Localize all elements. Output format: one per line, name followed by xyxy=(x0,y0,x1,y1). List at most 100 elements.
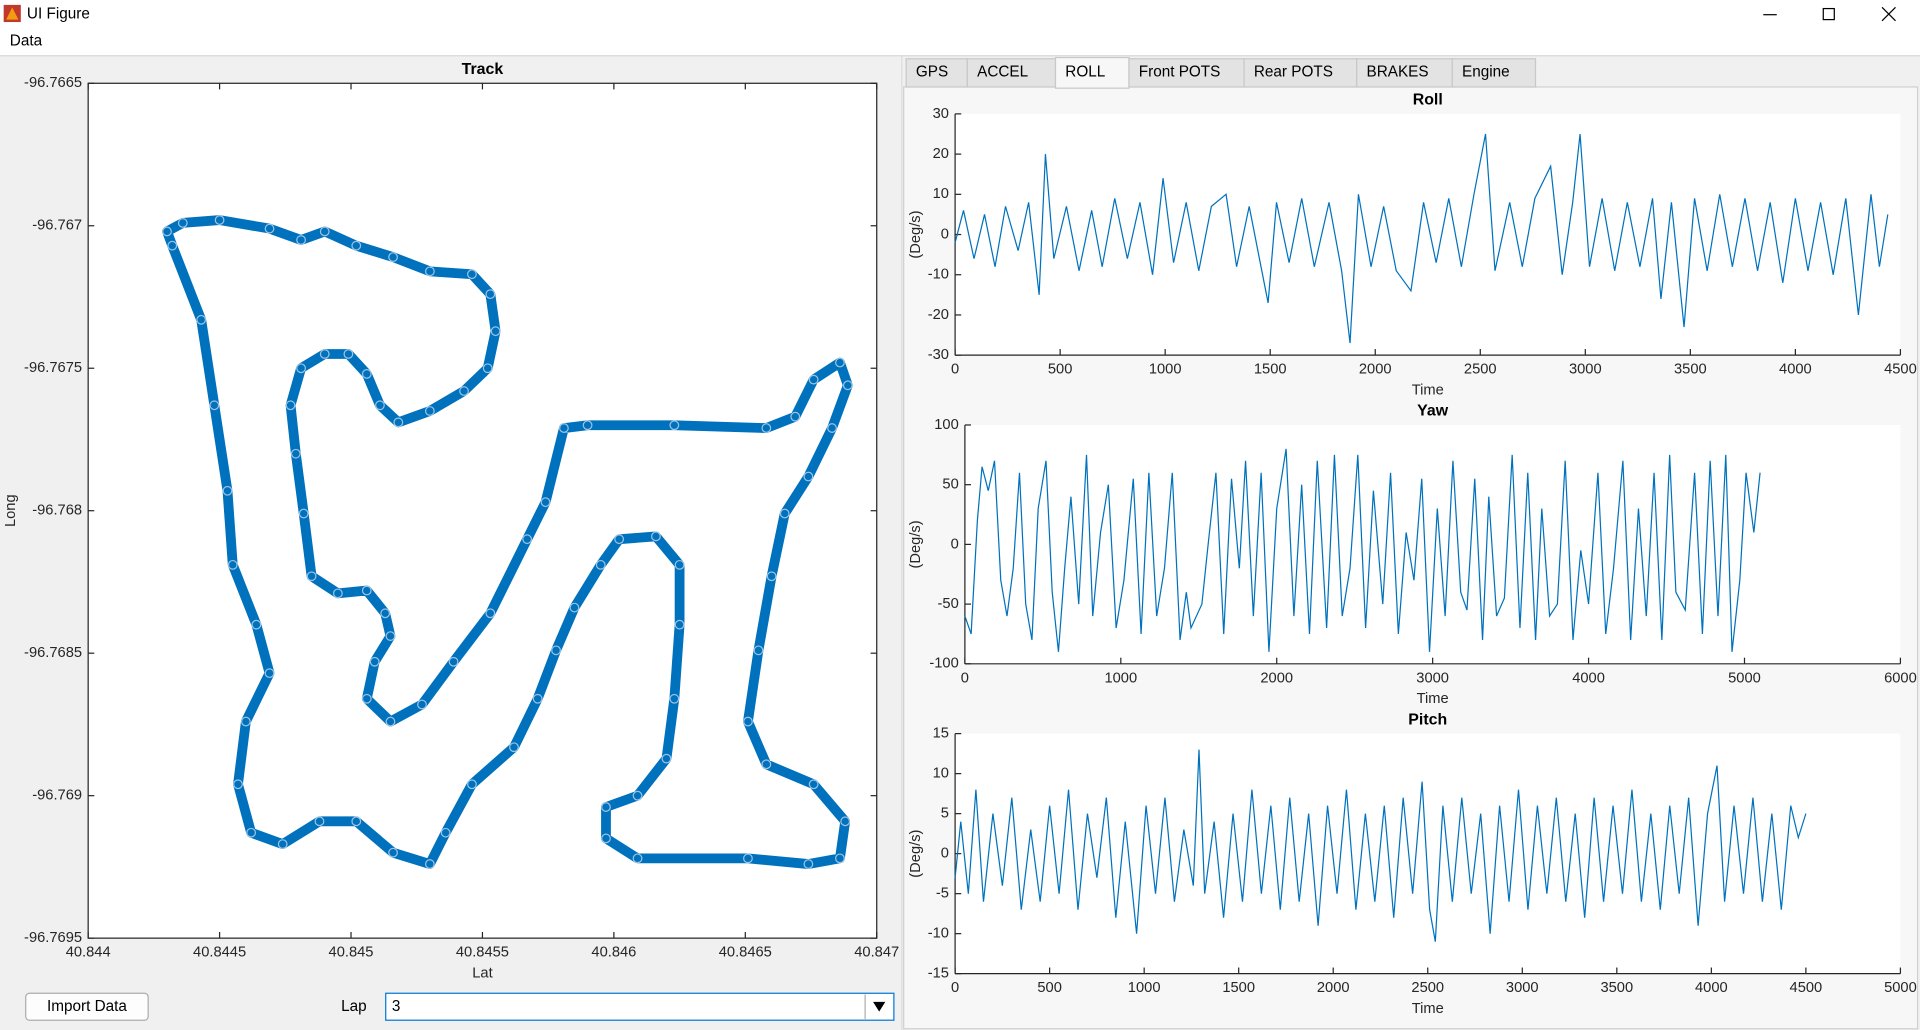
track-point xyxy=(296,235,306,245)
menu-item[interactable]: Data xyxy=(10,33,43,50)
tab-label[interactable]: ROLL xyxy=(1065,63,1105,80)
axes-box xyxy=(87,82,878,939)
y-tick-label: 0 xyxy=(951,536,959,552)
track-point xyxy=(440,827,451,838)
title-bar xyxy=(0,0,1920,29)
track-point xyxy=(551,645,561,656)
track-point xyxy=(222,485,233,496)
x-axis-label: Time xyxy=(1412,383,1444,399)
x-tick-label: 40.844 xyxy=(66,945,111,961)
track-point xyxy=(842,380,853,391)
track-point xyxy=(803,859,814,869)
lap-value[interactable]: 3 xyxy=(392,998,401,1015)
y-tick-label: 10 xyxy=(933,186,949,202)
tab-label[interactable]: Engine xyxy=(1462,63,1510,80)
plot-area xyxy=(955,113,1901,356)
track-point xyxy=(509,742,519,753)
dropdown-arrow[interactable] xyxy=(873,1001,886,1012)
track-point xyxy=(803,471,814,482)
close-button[interactable] xyxy=(1881,6,1896,22)
y-axis-label: Long xyxy=(3,494,19,527)
track-point xyxy=(264,668,275,679)
y-axis-label: (Deg/s) xyxy=(908,830,924,878)
track-point xyxy=(490,326,501,337)
x-tick-label: 40.8465 xyxy=(719,945,772,961)
x-tick-label: 0 xyxy=(951,980,959,996)
track-point xyxy=(661,753,672,764)
x-tick-label: 0 xyxy=(961,670,969,686)
plot-area xyxy=(88,83,877,939)
tab[interactable] xyxy=(1356,58,1453,88)
track-point xyxy=(375,400,385,411)
tab-group: GPS ACCEL ROLL Front POTS Rear POTS BRAKES Eng… xyxy=(905,56,1537,89)
track-point xyxy=(601,833,611,844)
y-tick-label: 20 xyxy=(933,146,949,162)
track-point xyxy=(835,357,845,368)
tab-label[interactable]: BRAKES xyxy=(1367,63,1429,80)
track-point xyxy=(214,215,225,225)
plots: Track Lat Long 40.844 40.8445 40.845 40.8455 40… xyxy=(3,61,1917,1017)
y-tick-label: -96.767 xyxy=(32,218,82,234)
track-point xyxy=(424,266,435,277)
y-tick-label: 50 xyxy=(942,477,958,493)
track-point xyxy=(209,400,220,411)
x-tick-label: 1500 xyxy=(1222,980,1255,996)
tab-label[interactable]: Front POTS xyxy=(1139,63,1221,80)
track-point xyxy=(601,802,611,812)
x-tick-label: 2000 xyxy=(1260,670,1293,686)
track-point xyxy=(196,314,207,325)
tab[interactable] xyxy=(966,58,1057,88)
track-point xyxy=(424,859,435,869)
signal-line xyxy=(964,448,1761,652)
y-tick-label: -96.769 xyxy=(32,788,82,804)
tab-label[interactable]: GPS xyxy=(916,63,948,80)
x-tick-label: 4500 xyxy=(1884,362,1917,378)
track-point xyxy=(448,656,459,667)
track-point xyxy=(251,619,262,630)
track-point xyxy=(167,240,178,251)
active-tab[interactable] xyxy=(1054,56,1130,89)
track-point xyxy=(306,571,317,582)
y-axis-label: (Deg/s) xyxy=(908,520,924,568)
tab-label[interactable]: ACCEL xyxy=(977,63,1028,80)
track-point xyxy=(285,400,296,411)
import-button-label[interactable]: Import Data xyxy=(47,998,127,1015)
x-tick-label: 40.8445 xyxy=(193,945,246,961)
x-tick-label: 1000 xyxy=(1128,980,1161,996)
y-tick-label: 30 xyxy=(933,106,949,122)
tab[interactable] xyxy=(905,58,968,88)
track-point xyxy=(467,779,477,790)
track-point xyxy=(467,269,477,280)
tab[interactable] xyxy=(1128,58,1245,88)
track-point xyxy=(264,223,275,234)
chart-title: Yaw xyxy=(1417,403,1449,420)
y-tick-label: -96.7695 xyxy=(24,930,82,946)
y-tick-label: -5 xyxy=(936,886,949,902)
menu-bar xyxy=(0,28,1920,56)
maximize-button[interactable] xyxy=(1822,7,1835,21)
track-point xyxy=(808,779,819,790)
tab[interactable] xyxy=(1451,58,1537,88)
y-tick-label: 15 xyxy=(933,725,949,741)
y-tick-label: 10 xyxy=(933,765,949,781)
tab-label[interactable]: Rear POTS xyxy=(1254,63,1333,80)
x-tick-label: 2500 xyxy=(1464,362,1497,378)
track-point xyxy=(385,631,396,641)
track-point xyxy=(582,420,593,431)
tab[interactable] xyxy=(1243,58,1358,88)
track-point xyxy=(485,289,496,300)
x-tick-label: 3000 xyxy=(1506,980,1539,996)
x-tick-label: 4000 xyxy=(1572,670,1605,686)
track-point xyxy=(614,534,625,545)
track-point xyxy=(361,369,372,379)
lap-dropdown[interactable] xyxy=(385,992,895,1021)
axes: Roll Time (Deg/s) 0 500 1000 1500 2000 2500 3000 3… xyxy=(908,92,1917,399)
track-point xyxy=(459,386,469,396)
x-tick-label: 500 xyxy=(1048,362,1073,378)
chart-title: Pitch xyxy=(1408,711,1447,728)
import-button[interactable] xyxy=(25,992,149,1021)
track-point xyxy=(361,585,372,596)
track-point xyxy=(240,716,251,727)
track-point xyxy=(753,645,764,656)
